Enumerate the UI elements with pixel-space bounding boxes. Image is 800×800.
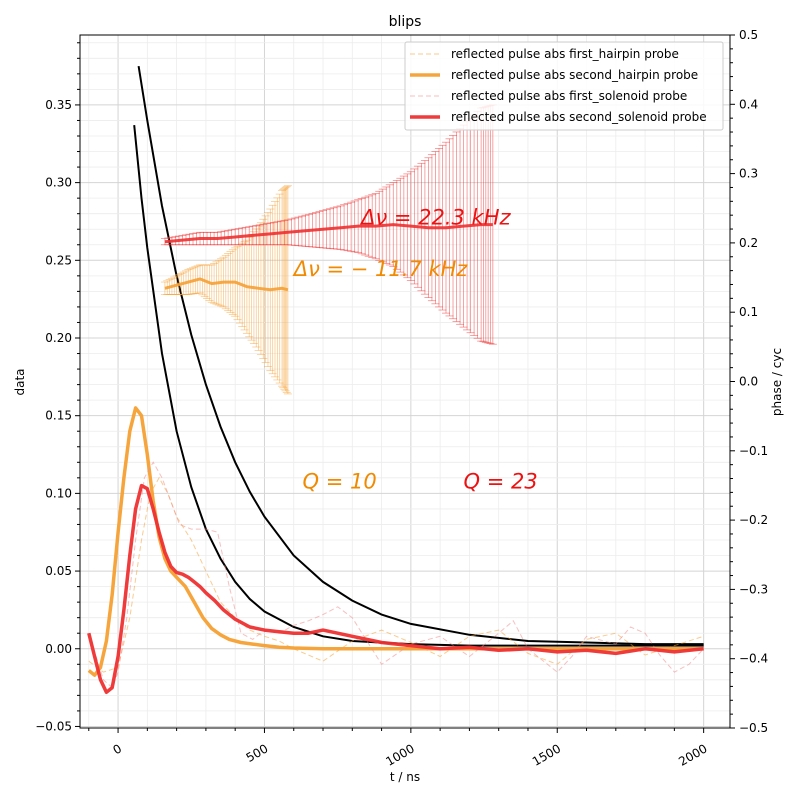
- legend-label: reflected pulse abs second_solenoid prob…: [451, 110, 707, 124]
- y-tick-label: 0.35: [45, 98, 72, 112]
- y-tick-label: 0.30: [45, 176, 72, 190]
- y2-tick-label: −0.3: [739, 582, 768, 596]
- x-tick-label: 0: [110, 741, 124, 757]
- y2-axis-label: phase / cyc: [770, 348, 784, 416]
- x-tick-label: 1500: [530, 741, 563, 768]
- legend-label: reflected pulse abs second_hairpin probe: [451, 68, 698, 82]
- y-tick-label: 0.25: [45, 253, 72, 267]
- phase-line: [164, 277, 289, 292]
- x-tick-label: 2000: [676, 741, 709, 768]
- y2-tick-label: 0.0: [739, 375, 758, 389]
- y2-tick-label: 0.5: [739, 28, 758, 42]
- y-tick-label: 0.05: [45, 564, 72, 578]
- x-tick-label: 1000: [383, 741, 416, 768]
- annotation-1: Δν = − 11.7 kHz: [292, 257, 469, 281]
- series-lines: [87, 406, 704, 695]
- y-tick-label: 0.10: [45, 486, 72, 500]
- y2-tick-label: 0.2: [739, 236, 758, 250]
- phase-error-bands: [160, 104, 497, 395]
- annotation-3: Q = 23: [464, 470, 538, 494]
- y-tick-label: 0.20: [45, 331, 72, 345]
- y2-tick-label: −0.1: [739, 444, 768, 458]
- chart-title: blips: [389, 14, 422, 30]
- legend-label: reflected pulse abs first_hairpin probe: [451, 47, 679, 61]
- series-line-1: [87, 406, 704, 677]
- y2-axis: −0.5 −0.4 −0.3 −0.2 −0.1 0.0 0.1 0.2 0.3 0.4 0.5: [730, 28, 768, 735]
- y-axis: −0.05 0.00 0.05 0.10 0.15 0.20 0.25 0.30 0.35: [35, 42, 80, 733]
- phase-band-7: [160, 104, 497, 345]
- y2-tick-label: 0.4: [739, 97, 758, 111]
- legend-box: [404, 41, 724, 131]
- x-axis: 0 500 1000 1500 2000: [88, 728, 710, 769]
- y-tick-label: 0.15: [45, 409, 72, 423]
- y2-tick-label: −0.2: [739, 513, 768, 527]
- grid: [80, 35, 730, 728]
- plot-background: [80, 35, 730, 728]
- annotations: Δν = 22.3 kHz Δν = − 11.7 kHz Q = 10 Q = 23: [292, 206, 538, 494]
- y2-tick-label: 0.3: [739, 167, 758, 181]
- y-tick-label: 0.00: [45, 642, 72, 656]
- y2-tick-label: 0.1: [739, 305, 758, 319]
- x-axis-label: t / ns: [390, 770, 420, 784]
- series-line-3: [87, 483, 704, 695]
- y-tick-label: −0.05: [35, 719, 72, 733]
- phase-line: [164, 223, 493, 244]
- annotation-0: Δν = 22.3 kHz: [359, 206, 511, 230]
- legend: reflected pulse abs first_hairpin probe r…: [404, 41, 724, 131]
- annotation-2: Q = 10: [303, 470, 377, 494]
- y2-tick-label: −0.5: [739, 721, 768, 735]
- y2-tick-label: −0.4: [739, 652, 768, 666]
- series-line-2: [88, 461, 704, 689]
- y-axis-label: data: [13, 368, 27, 395]
- x-tick-label: 500: [244, 741, 271, 765]
- legend-label: reflected pulse abs first_solenoid probe: [451, 89, 687, 103]
